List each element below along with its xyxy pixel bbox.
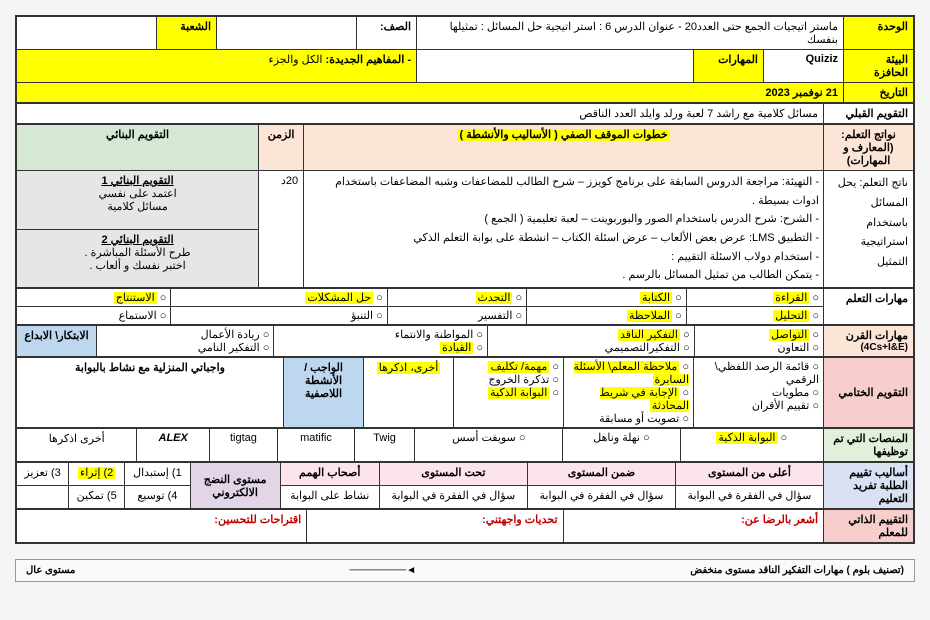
lesson-plan-document: الوحدة ماستر اتيجيات الجمع حتى العدد20 -… [15,15,915,544]
final-label: التقويم الختامي [824,358,914,428]
self-label: التقييم الذاتي للمعلم [824,510,914,543]
main-grid: نواتج التعلم: (المعارف و المهارات) خطوات… [16,124,914,288]
skills-value [417,50,694,83]
date-label: التاريخ [844,83,914,103]
footer-right: (تصنيف بلوم ) مهارات التفكير الناقد مستو… [690,565,904,576]
footer-left: مستوى عال [26,565,75,576]
class-value [217,17,357,50]
learnskills-label: مهارات التعلم [824,289,914,325]
section-value [17,17,157,50]
steps-label: خطوات الموقف الصفي ( الأساليب والأنشطة ) [304,125,824,171]
steps-body: - التهيئة: مراجعة الدروس السابقة على برن… [304,171,824,288]
preassess-text: مسائل كلامية مع راشد 7 لعبة ورلد وايلد ا… [17,104,824,124]
header-table: الوحدة ماستر اتيجيات الجمع حتى العدد20 -… [16,16,914,103]
time-label: الزمن [259,125,304,171]
context-label: البيئة الحافزة [844,50,914,83]
final-assessment: التقويم الختامي ○ قائمة الرصد اللفظي\ ال… [16,357,914,428]
class-label: الصف: [357,17,417,50]
preassess-table: التقويم القبلي مسائل كلامية مع راشد 7 لع… [16,103,914,124]
homework-label: الواجب / الأنشطة اللاصفية [284,358,364,428]
section-label: الشعبة [157,17,217,50]
unit-text: ماستر اتيجيات الجمع حتى العدد20 - عنوان … [417,17,844,50]
platforms: المنصات التي تم توظيفها ○ البوابة الذكية… [16,428,914,462]
time-value: 20د [259,171,304,288]
footer-bar: (تصنيف بلوم ) مهارات التفكير الناقد مستو… [15,559,915,582]
skills-label: المهارات [694,50,764,83]
homework-text: واجباتي المنزلية مع نشاط بالبوابة [17,358,284,428]
formative-1: التقويم البنائي 1 اعتمد على نفسي مسائل ك… [17,171,259,230]
platforms-label: المنصات التي تم توظيفها [824,429,914,462]
date-value: 21 نوفمبر 2023 [17,83,844,103]
unit-label: الوحدة [844,17,914,50]
outcomes-body: ناتج التعلم: يحل المسائل باستخدام استرات… [824,171,914,288]
diff-label: أساليب تقييم الطلبة تفريد التعليم [824,463,914,509]
footer-arrow: ◄──────── [350,565,417,576]
innovation-label: الابتكار\ الابداع [17,326,97,357]
formative-label: التقويم البنائي [17,125,259,171]
differentiation: أساليب تقييم الطلبة تفريد التعليم أعلى م… [16,462,914,509]
concepts-cell: - المفاهيم الجديدة: الكل والجزء [17,50,417,83]
century-label: مهارات القرن (4Cs+I&E) [824,326,914,357]
outcomes-label: نواتج التعلم: (المعارف و المهارات) [824,125,914,171]
preassess-label: التقويم القبلي [824,104,914,124]
century-skills: مهارات القرن (4Cs+I&E) ○ التواصل ○ التعا… [16,325,914,357]
context-value: Quiziz [764,50,844,83]
learning-skills: مهارات التعلم ○ القراءة ○ الكتابة ○ التح… [16,288,914,325]
self-eval: التقييم الذاتي للمعلم أشعر بالرضا عن: تح… [16,509,914,543]
formative-2: التقويم البنائي 2 طرح الأسئلة المباشرة .… [17,229,259,288]
